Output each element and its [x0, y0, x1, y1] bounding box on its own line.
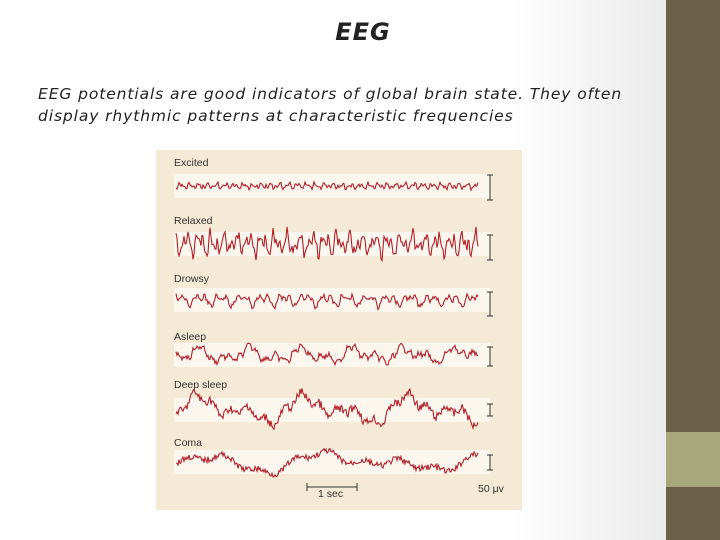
- voltage-scale-label: 50 μv: [478, 483, 505, 495]
- time-scale-label: 1 sec: [318, 488, 343, 500]
- eeg-trace: [175, 388, 479, 431]
- eeg-figure: Excited Relaxed Drowsy Asleep Deep sleep Coma…: [156, 150, 522, 510]
- scale-bar: [487, 454, 493, 471]
- title: EEG: [335, 18, 391, 46]
- scale-bar: [487, 234, 493, 261]
- eeg-trace: [175, 226, 479, 263]
- state-label: Drowsy: [174, 273, 210, 285]
- scale-bar: [487, 174, 493, 201]
- state-label: Coma: [174, 437, 202, 449]
- scale-bar: [487, 291, 493, 317]
- eeg-trace: [175, 179, 479, 192]
- state-label: Deep sleep: [174, 379, 227, 391]
- trace-band: [174, 398, 490, 422]
- eeg-trace: [175, 292, 479, 311]
- body-line: EEG potentials are good indicators of gl…: [38, 85, 623, 103]
- eeg-trace: [175, 447, 479, 478]
- scale-bar: [487, 346, 493, 367]
- eeg-trace: [175, 342, 479, 367]
- state-label: Asleep: [174, 331, 206, 343]
- side-accent: [666, 432, 720, 487]
- trace-band: [174, 343, 490, 367]
- body-line: display rhythmic patterns at characteris…: [38, 107, 514, 125]
- time-bar: [306, 483, 358, 491]
- state-label: Excited: [174, 157, 209, 169]
- state-label: Relaxed: [174, 215, 213, 227]
- scale-bar: [487, 403, 493, 417]
